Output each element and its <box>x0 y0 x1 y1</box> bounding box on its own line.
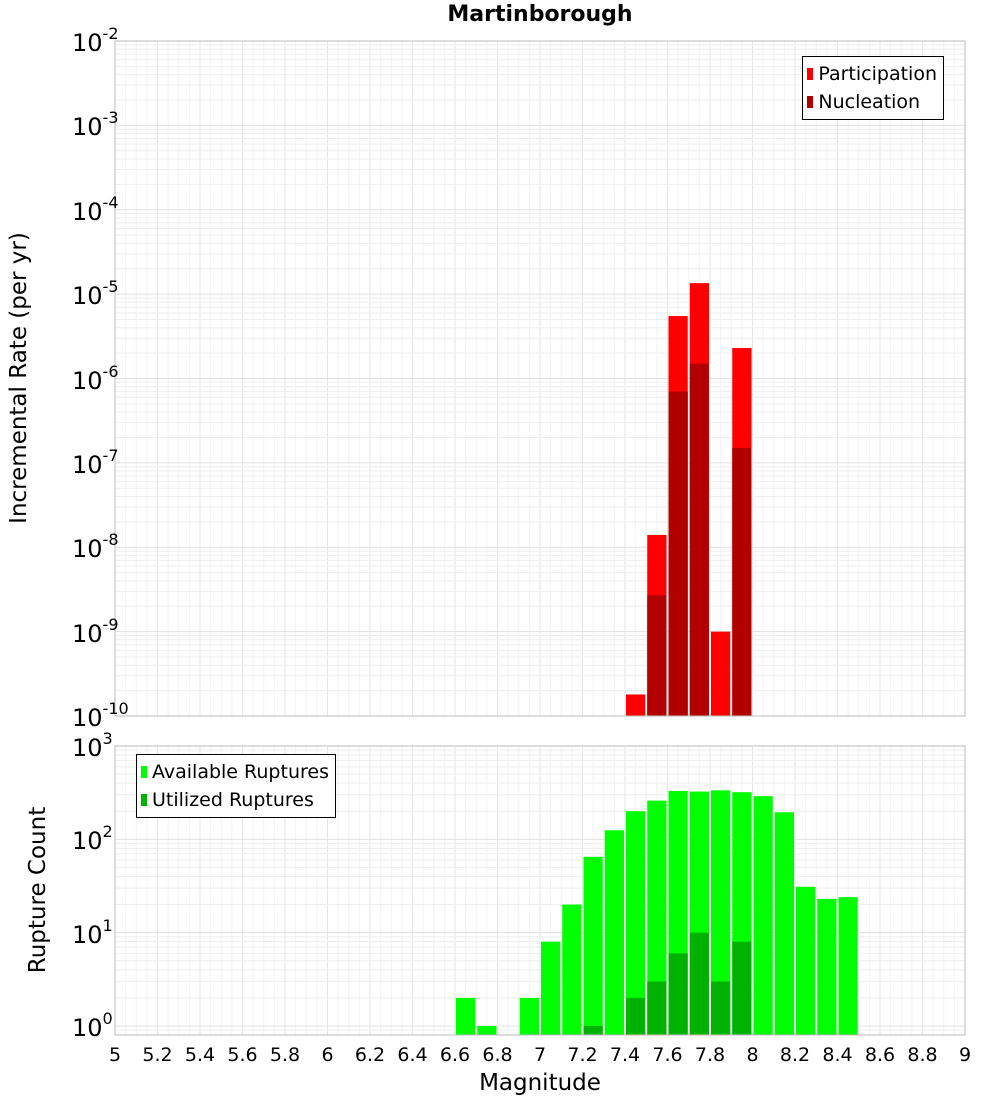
count-bar <box>711 981 731 1035</box>
x-tick-label: 9 <box>958 1044 972 1066</box>
count-bar <box>562 904 582 1035</box>
count-bar <box>796 886 816 1035</box>
available-swatch <box>141 766 147 778</box>
legend-item-available: Available Ruptures <box>141 758 329 786</box>
legend-label-available: Available Ruptures <box>152 761 329 783</box>
count-bar <box>626 997 646 1035</box>
utilized-swatch <box>141 794 147 806</box>
count-bar <box>456 997 476 1035</box>
x-tick-label: 6 <box>321 1044 334 1066</box>
count-bar <box>519 997 539 1035</box>
count-series-1 <box>583 932 752 1035</box>
nucleation-swatch <box>807 96 814 108</box>
x-tick-label: 5.6 <box>227 1044 258 1066</box>
count-bar <box>753 796 773 1035</box>
count-bar <box>583 1025 603 1035</box>
y-tick-label: 100 <box>72 1008 113 1042</box>
count-bar <box>583 856 603 1035</box>
count-plot <box>114 745 966 1036</box>
x-tick-label: 7.4 <box>609 1044 641 1066</box>
count-y-axis-label: Rupture Count <box>25 806 51 974</box>
count-legend: Available Ruptures Utilized Ruptures <box>136 754 336 818</box>
rate-series-1 <box>647 363 752 716</box>
y-tick-label: 10-4 <box>72 192 119 226</box>
y-tick-label: 101 <box>72 915 113 949</box>
rate-plot-frame <box>114 40 966 717</box>
x-tick-label: 6.8 <box>482 1044 513 1066</box>
rate-bar <box>647 595 667 716</box>
x-tick-label: 5.2 <box>142 1044 173 1066</box>
y-tick-label: 103 <box>72 729 113 762</box>
y-tick-label: 10-3 <box>72 108 119 142</box>
x-tick-label: 6.2 <box>354 1044 386 1066</box>
chart-title: Martinborough <box>447 2 633 27</box>
x-axis-label: Magnitude <box>479 1070 601 1096</box>
rate-plot <box>114 40 966 717</box>
x-tick-label: 8.8 <box>907 1044 938 1066</box>
x-tick-label: 8.6 <box>864 1044 896 1066</box>
x-tick-label: 5 <box>108 1044 122 1066</box>
x-tick-label: 7.8 <box>694 1044 726 1066</box>
legend-item-nucleation: Nucleation <box>807 88 937 116</box>
y-tick-label: 10-10 <box>72 699 129 732</box>
rate-bar <box>626 694 646 716</box>
rate-y-axis-label: Incremental Rate (per yr) <box>6 232 32 524</box>
legend-item-utilized: Utilized Ruptures <box>141 786 329 814</box>
count-bar <box>732 941 752 1035</box>
rate-bar <box>689 363 709 716</box>
x-tick-label: 6.6 <box>439 1044 471 1066</box>
count-plot-frame <box>114 745 966 1036</box>
count-bar <box>626 811 646 1035</box>
y-tick-label: 102 <box>72 822 113 856</box>
count-bar <box>604 830 624 1035</box>
x-tick-label: 6.4 <box>397 1044 428 1066</box>
rate-bar <box>732 448 752 716</box>
rate-legend: Participation Nucleation <box>802 56 944 120</box>
y-tick-label: 10-6 <box>72 361 119 395</box>
x-tick-label: 7.2 <box>567 1044 598 1066</box>
count-bar <box>774 812 794 1035</box>
count-bar <box>668 953 688 1035</box>
legend-label-nucleation: Nucleation <box>818 91 921 113</box>
count-bar <box>817 898 837 1035</box>
x-tick-label: 8 <box>746 1044 759 1066</box>
legend-label-utilized: Utilized Ruptures <box>152 789 314 811</box>
rate-bar <box>668 391 688 716</box>
count-bar <box>541 941 561 1035</box>
y-tick-label: 10-9 <box>72 614 119 648</box>
count-bar <box>477 1025 497 1035</box>
participation-swatch <box>807 68 814 80</box>
count-bar <box>647 800 667 1035</box>
count-bar <box>711 790 731 1035</box>
x-tick-label: 5.8 <box>269 1044 301 1066</box>
count-bar <box>689 932 709 1035</box>
count-bar <box>838 897 858 1035</box>
x-tick-label: 7.6 <box>652 1044 683 1066</box>
x-tick-label: 8.2 <box>779 1044 811 1066</box>
count-bar <box>647 981 667 1035</box>
x-tick-label: 5.4 <box>184 1044 216 1066</box>
y-tick-label: 10-5 <box>72 277 119 311</box>
y-tick-label: 10-7 <box>72 445 119 479</box>
x-tick-label: 8.4 <box>822 1044 853 1066</box>
y-tick-label: 10-2 <box>72 24 119 57</box>
legend-item-participation: Participation <box>807 60 937 88</box>
x-tick-label: 7 <box>533 1044 547 1066</box>
rate-bar <box>711 631 731 716</box>
rate-grid <box>114 41 966 717</box>
legend-label-participation: Participation <box>818 63 937 85</box>
y-tick-label: 10-8 <box>72 530 119 564</box>
